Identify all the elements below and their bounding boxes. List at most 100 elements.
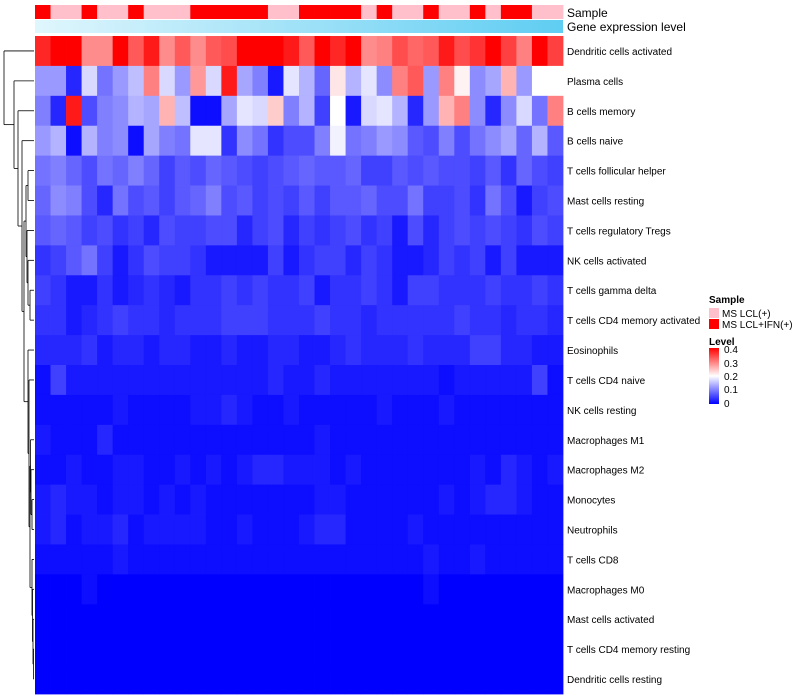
heatmap-cell xyxy=(500,215,517,246)
heatmap-cell xyxy=(485,95,502,127)
heatmap-cell xyxy=(66,574,82,605)
heatmap-cell xyxy=(112,454,129,486)
heatmap-cell xyxy=(221,95,238,127)
legend-level-colorbar xyxy=(709,348,719,404)
heatmap-cell xyxy=(531,424,548,456)
heatmap-cell xyxy=(392,454,409,486)
heatmap-cell xyxy=(252,574,269,605)
heatmap-cell xyxy=(252,664,269,695)
heatmap-cell xyxy=(500,544,517,575)
heatmap-cell xyxy=(330,65,346,97)
heatmap-cell xyxy=(547,574,564,605)
heatmap-cell xyxy=(236,65,253,97)
heatmap-cell xyxy=(516,125,533,157)
heatmap-cell xyxy=(221,394,238,426)
heatmap-cell xyxy=(392,65,409,97)
heatmap-cell xyxy=(159,514,176,545)
heatmap-cell xyxy=(66,424,82,456)
heatmap-cell xyxy=(81,664,98,695)
heatmap-cell xyxy=(128,185,145,216)
heatmap-cell xyxy=(81,514,98,545)
heatmap-cell xyxy=(299,65,315,97)
heatmap-cell xyxy=(97,245,114,276)
heatmap-cell xyxy=(345,245,362,276)
heatmap-cell xyxy=(454,424,471,456)
heatmap-cell xyxy=(112,514,129,545)
heatmap-cell xyxy=(50,36,67,67)
heatmap-cell xyxy=(516,335,533,366)
heatmap-cell xyxy=(345,454,362,486)
heatmap-cell xyxy=(81,365,98,396)
heatmap-cell xyxy=(469,275,486,306)
heatmap-cell xyxy=(299,604,315,635)
heatmap-cell xyxy=(330,365,346,396)
heatmap-cell xyxy=(547,125,564,157)
heatmap-cell xyxy=(190,275,207,306)
heatmap-cell xyxy=(500,454,517,486)
heatmap-cell xyxy=(205,424,222,456)
heatmap-cell xyxy=(407,664,424,695)
heatmap-cell xyxy=(252,424,269,456)
heatmap-cell xyxy=(236,245,253,276)
heatmap-cell xyxy=(221,335,238,366)
heatmap-cell xyxy=(531,484,548,515)
heatmap-cell xyxy=(50,634,67,665)
heatmap-cell xyxy=(81,185,98,216)
heatmap-cell xyxy=(283,125,300,157)
heatmap-cell xyxy=(174,634,191,665)
heatmap-cell xyxy=(361,574,378,605)
heatmap-cell xyxy=(128,125,145,157)
heatmap-cell xyxy=(205,365,222,396)
legend-swatch-ms-lcl xyxy=(709,308,719,318)
heatmap-cell xyxy=(112,245,129,276)
heatmap-cell xyxy=(267,125,284,157)
heatmap-cell xyxy=(50,454,67,486)
heatmap-cell xyxy=(143,634,160,665)
heatmap-cell xyxy=(469,155,486,186)
heatmap-cell xyxy=(299,245,315,276)
heatmap-cell xyxy=(361,155,378,186)
heatmap-cell xyxy=(531,544,548,575)
heatmap-cell xyxy=(190,36,207,67)
heatmap-cell xyxy=(547,454,564,486)
heatmap-cell xyxy=(392,305,409,336)
heatmap-cell xyxy=(392,365,409,396)
heatmap-cell xyxy=(252,125,269,157)
row-label: T cells CD4 naive xyxy=(567,376,646,387)
sample-track-cell xyxy=(159,5,176,19)
heatmap-cell xyxy=(392,544,409,575)
heatmap-cell xyxy=(376,305,393,336)
heatmap-cell xyxy=(143,155,160,186)
legend-level-tick-0-2: 0.2 xyxy=(724,372,738,383)
row-label: T cells gamma delta xyxy=(567,286,657,297)
heatmap-cell xyxy=(376,604,393,635)
heatmap-cell xyxy=(128,36,145,67)
heatmap-cell xyxy=(50,335,67,366)
heatmap-cell xyxy=(50,664,67,695)
heatmap-cell xyxy=(376,424,393,456)
heatmap-cell xyxy=(236,634,253,665)
heatmap-cell xyxy=(547,305,564,336)
heatmap-cell xyxy=(50,155,67,186)
heatmap-cell xyxy=(299,365,315,396)
row-label: NK cells activated xyxy=(567,256,646,267)
heatmap-cell xyxy=(531,36,548,67)
heatmap-cell xyxy=(66,544,82,575)
heatmap-cell xyxy=(345,155,362,186)
heatmap-cell xyxy=(423,664,440,695)
heatmap-cell xyxy=(267,245,284,276)
heatmap-cell xyxy=(299,95,315,127)
heatmap-cell xyxy=(516,365,533,396)
heatmap-cell xyxy=(314,365,331,396)
heatmap-cell xyxy=(50,65,67,97)
heatmap-cell xyxy=(267,484,284,515)
heatmap-cell xyxy=(314,245,331,276)
heatmap-cell xyxy=(190,245,207,276)
heatmap-cell xyxy=(485,634,502,665)
heatmap-cell xyxy=(314,335,331,366)
heatmap-cell xyxy=(174,365,191,396)
heatmap-cell xyxy=(392,604,409,635)
heatmap-cell xyxy=(407,95,424,127)
heatmap-cell xyxy=(423,514,440,545)
heatmap-cell xyxy=(81,394,98,426)
